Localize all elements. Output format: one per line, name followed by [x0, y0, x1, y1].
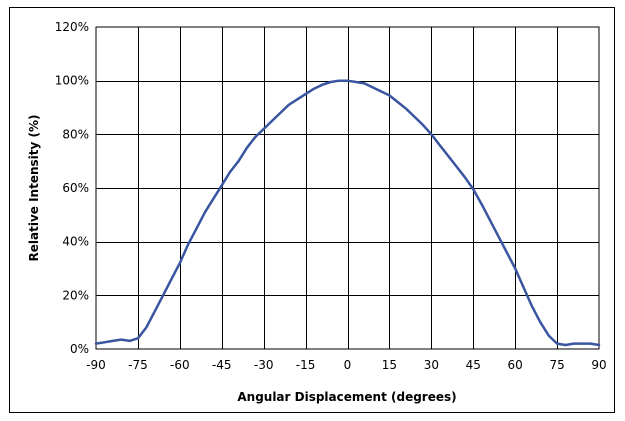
y-tick-label: 100% — [55, 74, 89, 88]
x-tick-label: 60 — [508, 358, 523, 372]
x-tick-labels: -90 -75 -60 -45 -30 -15 0 15 30 45 60 75 90 — [86, 358, 606, 372]
x-tick-label: 75 — [549, 358, 564, 372]
x-tick-label: -60 — [170, 358, 190, 372]
x-tick-label: 30 — [424, 358, 439, 372]
x-tick-label: -15 — [296, 358, 316, 372]
x-tick-label: -90 — [86, 358, 106, 372]
x-tick-label: 15 — [382, 358, 397, 372]
x-tick-label: 0 — [344, 358, 352, 372]
y-tick-label: 20% — [62, 288, 89, 302]
y-tick-label: 60% — [62, 181, 89, 195]
x-tick-label: -75 — [128, 358, 148, 372]
series-layer — [94, 79, 601, 347]
x-tick-label: -30 — [254, 358, 274, 372]
y-axis-title: Relative Intensity (%) — [27, 115, 41, 262]
y-tick-label: 120% — [55, 20, 89, 34]
chart-area-border — [9, 7, 615, 413]
x-tick-label: 90 — [591, 358, 606, 372]
x-tick-label: 45 — [466, 358, 481, 372]
y-tick-labels: 0% 20% 40% 60% 80% 100% 120% — [55, 20, 89, 356]
y-tick-label: 40% — [62, 235, 89, 249]
y-tick-label: 0% — [70, 342, 89, 356]
x-axis-title: Angular Displacement (degrees) — [237, 390, 456, 404]
plot-area-border — [95, 26, 600, 350]
y-tick-label: 80% — [62, 127, 89, 141]
x-tick-label: -45 — [212, 358, 232, 372]
intensity-series-line — [94, 79, 601, 347]
